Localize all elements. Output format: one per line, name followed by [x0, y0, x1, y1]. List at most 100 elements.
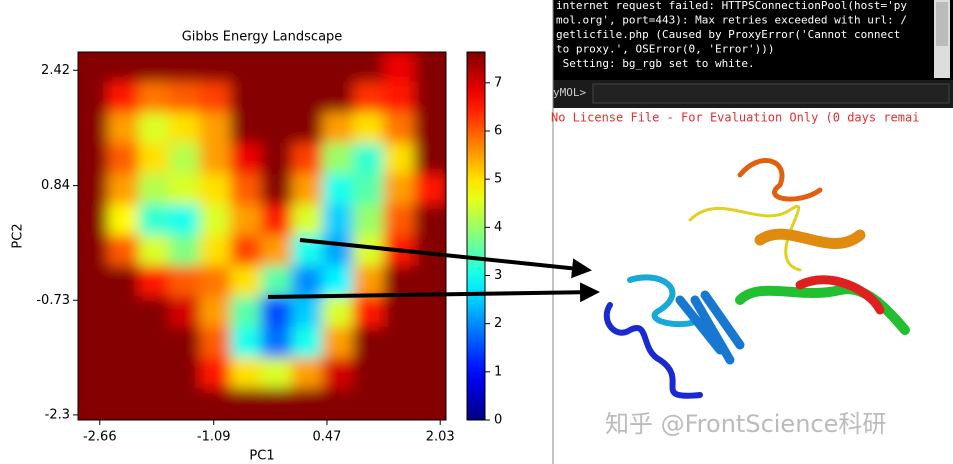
heatmap-cell: [169, 327, 202, 360]
heatmap-cell: [169, 81, 202, 115]
heatmap-cell: [414, 327, 446, 360]
heatmap-cell: [107, 327, 141, 360]
heatmap-cell: [169, 204, 202, 237]
prompt: yMOL>: [553, 86, 586, 99]
heatmap-cell: [78, 173, 110, 207]
helix: [795, 275, 885, 315]
heatmap-cell: [291, 143, 325, 176]
heatmap-cell: [78, 204, 110, 237]
heatmap-cell: [322, 143, 355, 176]
heatmap-cell: [230, 296, 263, 329]
heatmap-cell: [322, 81, 355, 115]
heatmap-cell: [107, 52, 141, 84]
heatmap-cell: [230, 143, 263, 176]
heatmap-cell: [414, 112, 446, 145]
heatmap-cell: [261, 204, 294, 237]
arrow: [267, 282, 600, 303]
heatmap-cell: [414, 81, 446, 115]
heatmap-cell: [261, 327, 294, 360]
heatmap-cell: [199, 52, 233, 84]
heatmap-cell: [353, 265, 386, 299]
heatmap-cell: [261, 173, 294, 207]
heatmap-cell: [138, 204, 171, 237]
heatmap-cell: [322, 52, 355, 84]
heatmap-cell: [107, 388, 141, 420]
heatmap-cell: [322, 204, 355, 237]
heatmap-cell: [383, 357, 417, 391]
heatmap-cell: [414, 143, 446, 176]
heatmap-cell: [199, 81, 233, 115]
heatmap-cell: [78, 357, 110, 391]
heatmap-cell: [138, 52, 171, 84]
colorbar-tick-label: 1: [494, 364, 502, 379]
heatmap-cell: [107, 296, 141, 329]
heatmap-cell: [138, 173, 171, 207]
heatmap-cell: [261, 265, 294, 299]
plot-frame: [77, 51, 447, 421]
heatmap-cell: [107, 357, 141, 391]
heatmap-cell: [169, 52, 202, 84]
heatmap-cell: [353, 143, 386, 176]
heatmap-cell: [261, 143, 294, 176]
colorbar-tick-label: 0: [494, 413, 502, 428]
heatmap-cell: [138, 235, 171, 268]
colorbar-tick-label: 6: [494, 123, 502, 138]
heatmap-cell: [291, 112, 325, 145]
console-line: internet request failed: HTTPSConnection…: [556, 0, 907, 12]
heatmap-cell: [261, 296, 294, 329]
chart-title: Gibbs Energy Landscape: [182, 30, 343, 45]
heatmap-cell: [383, 52, 417, 84]
heatmap-cell: [230, 327, 263, 360]
loop: [737, 158, 823, 202]
strand: [603, 302, 703, 399]
heatmap-cell: [291, 204, 325, 237]
heatmap-cell: [353, 81, 386, 115]
heatmap-cell: [383, 204, 417, 237]
heatmap-cell: [199, 296, 233, 329]
watermark: 知乎 @FrontScience科研: [605, 410, 886, 438]
heatmap-cell: [78, 52, 110, 84]
heatmap-cell: [138, 296, 171, 329]
heatmap-cell: [107, 81, 141, 115]
heatmap-cell: [230, 112, 263, 145]
heatmap-cell: [138, 81, 171, 115]
command-input[interactable]: [592, 83, 950, 104]
heatmap-cell: [107, 112, 141, 145]
heatmap-cell: [383, 388, 417, 420]
colorbar-tick-label: 3: [494, 268, 502, 283]
heatmap-cell: [291, 52, 325, 84]
heatmap-cell: [322, 235, 355, 268]
colorbar-tick-label: 7: [494, 75, 502, 90]
heatmap-cell: [230, 173, 263, 207]
heatmap-cell: [78, 235, 110, 268]
heatmap-cell: [353, 235, 386, 268]
heatmap-cell: [230, 388, 263, 420]
heatmap-cell: [169, 173, 202, 207]
heatmap-cell: [291, 265, 325, 299]
heatmap-cell: [199, 173, 233, 207]
heatmap-cell: [261, 388, 294, 420]
heatmap-cell: [322, 296, 355, 329]
heatmap-cell: [383, 112, 417, 145]
license-notice: No License File - For Evaluation Only (0…: [551, 111, 919, 125]
scroll-thumb[interactable]: [936, 2, 948, 46]
heatmap-cell: [261, 112, 294, 145]
heatmap-cell: [291, 357, 325, 391]
y-tick-label: -2.3: [45, 407, 70, 422]
heatmap-cell: [414, 173, 446, 207]
x-tick-label: -2.66: [83, 430, 117, 445]
heatmap-cell: [353, 327, 386, 360]
heatmap-cell: [78, 327, 110, 360]
heatmap-cell: [230, 235, 263, 268]
heatmap-cell: [383, 296, 417, 329]
sheet: [675, 290, 745, 365]
heatmap-cell: [353, 296, 386, 329]
heatmap-cell: [169, 296, 202, 329]
heatmap-cell: [230, 204, 263, 237]
heatmap-cell: [78, 388, 110, 420]
heatmap-cell: [169, 388, 202, 420]
heatmap-cell: [261, 357, 294, 391]
y-axis-label: PC2: [11, 223, 26, 248]
heatmap-cell: [199, 204, 233, 237]
heatmap-cell: [78, 143, 110, 176]
